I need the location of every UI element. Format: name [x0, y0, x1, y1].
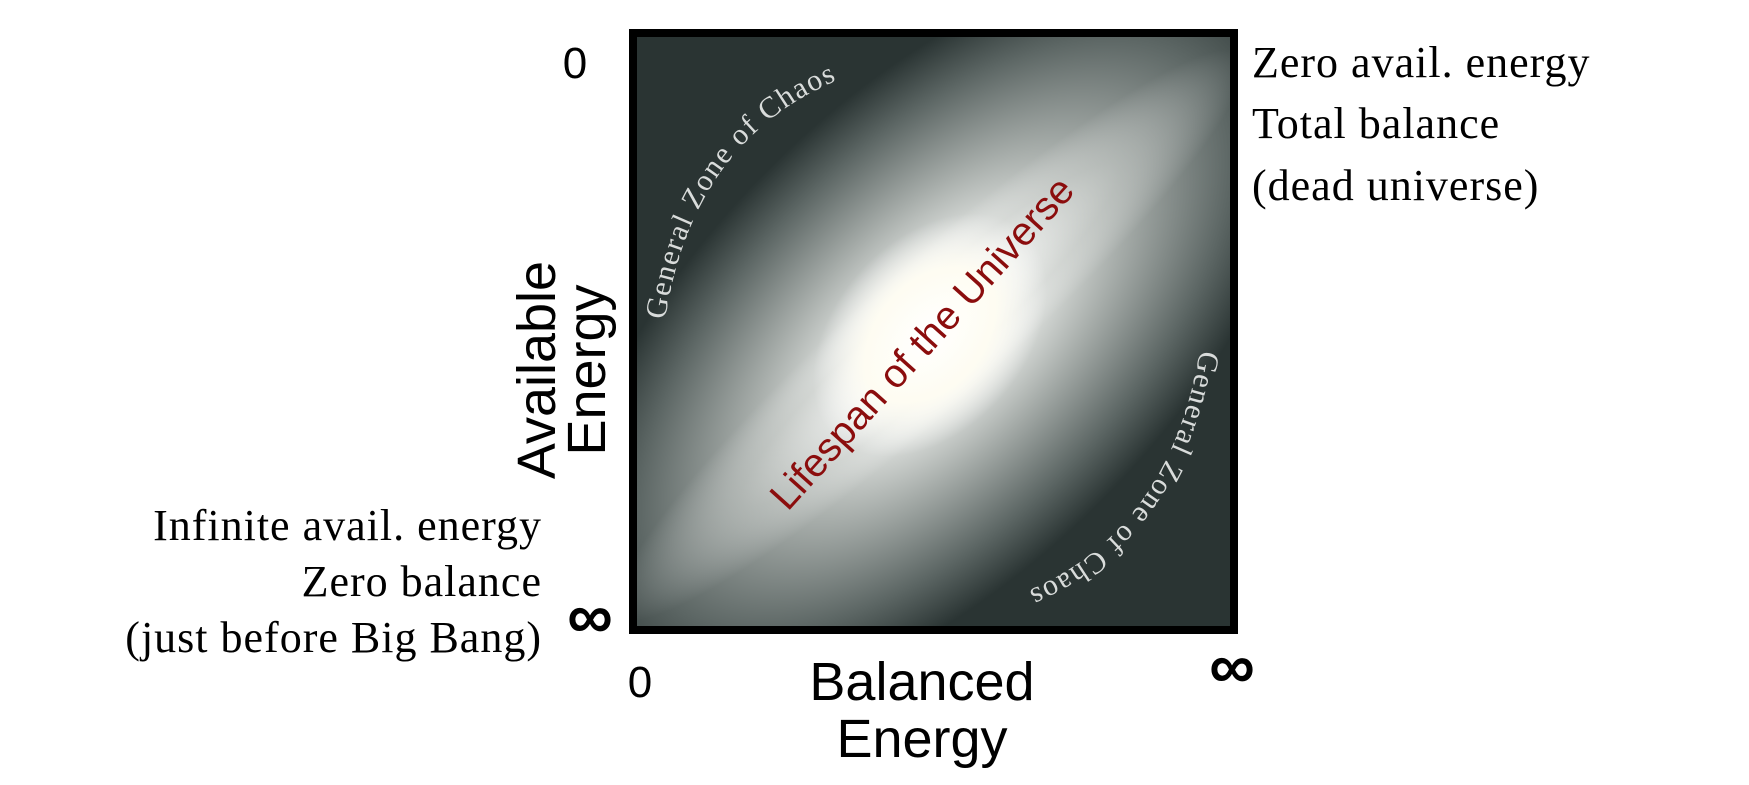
bottom-left-note-line1: Infinite avail. energy: [153, 501, 542, 550]
y-axis-label: Available Energy: [507, 261, 617, 479]
top-right-note: Zero avail. energy Total balance (dead u…: [1252, 38, 1590, 210]
bottom-left-note-line3: (just before Big Bang): [125, 613, 542, 662]
plot-area: [629, 29, 1238, 634]
plot-frame: [629, 29, 1238, 634]
y-axis-label-line1: Available: [507, 261, 567, 479]
y-bottom-tick: ∞: [567, 580, 613, 652]
x-axis-label-line1: Balanced: [809, 652, 1034, 712]
top-right-note-line3: (dead universe): [1252, 161, 1539, 210]
center-glow: [633, 33, 1234, 630]
bottom-left-note: Infinite avail. energy Zero balance (jus…: [125, 501, 542, 662]
y-top-tick: 0: [563, 39, 587, 88]
top-right-note-line2: Total balance: [1252, 99, 1500, 148]
x-left-tick: 0: [628, 658, 652, 707]
y-axis-label-line2: Energy: [557, 284, 617, 455]
bottom-left-note-line2: Zero balance: [302, 557, 542, 606]
x-right-tick: ∞: [1209, 630, 1255, 702]
top-right-note-line1: Zero avail. energy: [1252, 38, 1590, 87]
x-axis-label-line2: Energy: [836, 709, 1007, 769]
